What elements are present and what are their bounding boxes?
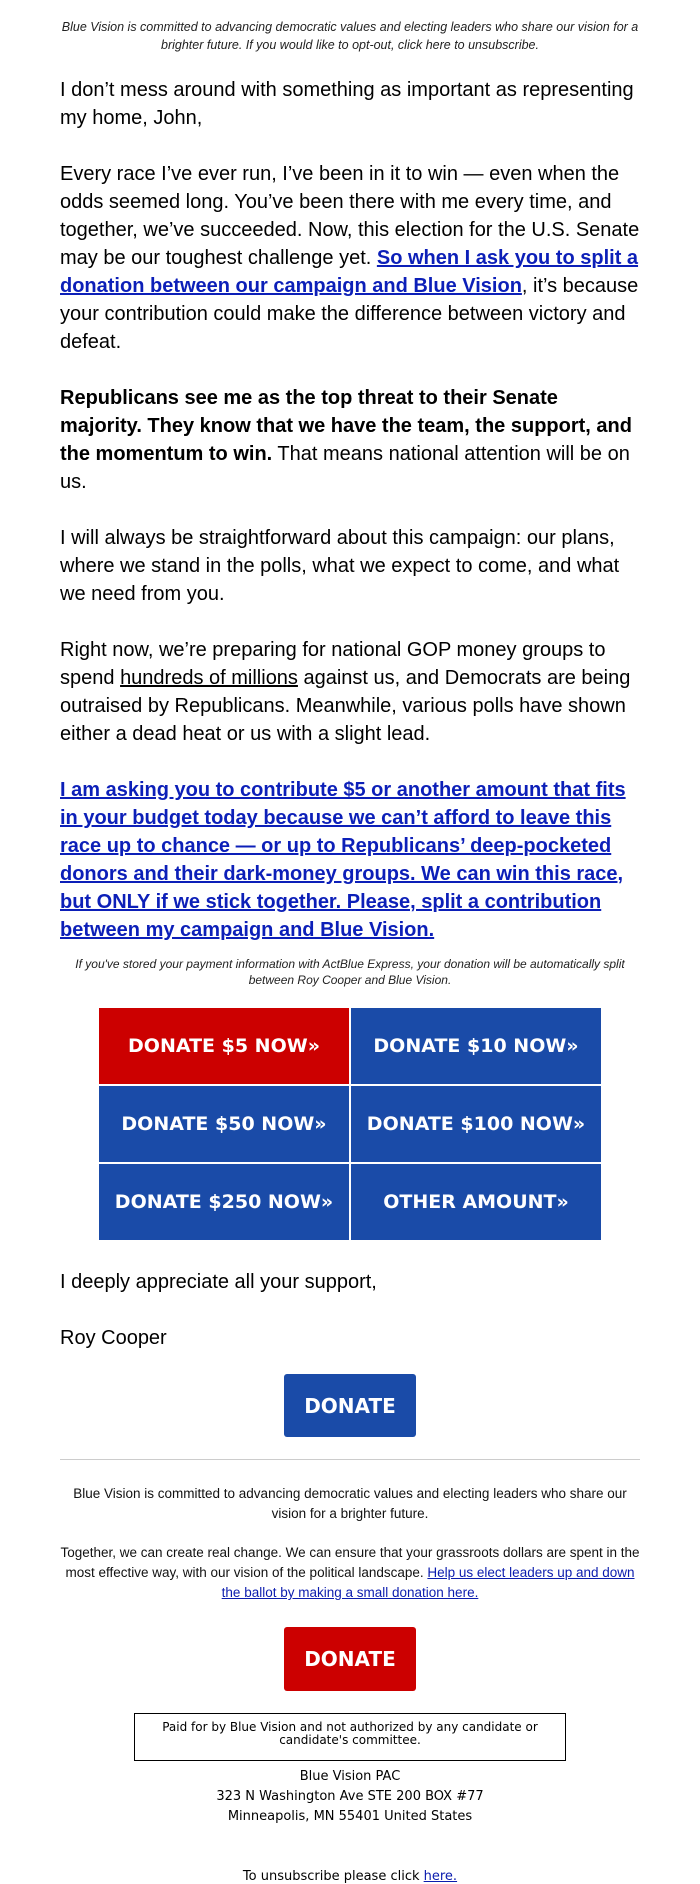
letter: I don’t mess around with something as im… [60, 76, 640, 944]
underlined-text: hundreds of millions [120, 667, 298, 689]
text: To unsubscribe please click [242, 1869, 424, 1884]
text: That means national attention will be on… [60, 443, 630, 493]
actblue-express-note: If you've stored your payment informatio… [75, 957, 625, 987]
paragraph: Republicans see me as the top threat to … [60, 384, 640, 496]
footer-mission: Blue Vision is committed to advancing de… [73, 1486, 627, 1521]
contribute-link[interactable]: I am asking you to contribute $5 or anot… [60, 779, 626, 941]
paragraph: Right now, we’re preparing for national … [60, 636, 640, 748]
paragraph: I am asking you to contribute $5 or anot… [60, 776, 640, 944]
donate-100-button[interactable]: DONATE $100 NOW» [351, 1086, 601, 1162]
small-donation-link[interactable]: Help us elect leaders up and down the ba… [221, 1565, 635, 1600]
text: against us, and Democrats are being outr… [60, 667, 631, 745]
text: Right now, we’re preparing for national … [60, 639, 606, 689]
street: 323 N Washington Ave STE 200 BOX #77 [216, 1789, 484, 1804]
paragraph: Every race I’ve ever run, I’ve been in i… [60, 160, 640, 356]
donate-50-button[interactable]: DONATE $50 NOW» [99, 1086, 349, 1162]
footer-paragraph: Together, we can create real change. We … [60, 1543, 640, 1603]
footer: Blue Vision is committed to advancing de… [60, 1484, 640, 1603]
split-donation-link[interactable]: So when I ask you to split a donation be… [60, 247, 639, 297]
text: Every race I’ve ever run, I’ve been in i… [60, 163, 640, 269]
donate-5-button[interactable]: DONATE $5 NOW» [99, 1008, 349, 1084]
other-amount-button[interactable]: OTHER AMOUNT» [351, 1164, 601, 1240]
donate-grid: DONATE $5 NOW» DONATE $10 NOW» DONATE $5… [99, 1008, 601, 1240]
bold-text: Republicans see me as the top threat to … [60, 387, 632, 465]
email-body: Blue Vision is committed to advancing de… [60, 0, 640, 1884]
paragraph: I will always be straightforward about t… [60, 527, 620, 605]
city: Minneapolis, MN 55401 United States [227, 1809, 473, 1824]
unsubscribe-link[interactable]: here. [423, 1869, 458, 1884]
text: Together, we can create real change. We … [60, 1545, 640, 1580]
sign-off: I deeply appreciate all your support, Ro… [60, 1268, 640, 1352]
org-name: Blue Vision PAC [299, 1769, 401, 1784]
preheader: Blue Vision is committed to advancing de… [61, 20, 639, 52]
donate-10-button[interactable]: DONATE $10 NOW» [351, 1008, 601, 1084]
text: , it’s because your contribution could m… [60, 275, 639, 353]
donate-button[interactable]: DONATE [284, 1374, 416, 1437]
donate-250-button[interactable]: DONATE $250 NOW» [99, 1164, 349, 1240]
signature: Roy Cooper [60, 1327, 167, 1349]
greeting: I don’t mess around with something as im… [60, 79, 634, 129]
paid-for-disclaimer: Paid for by Blue Vision and not authoriz… [134, 1713, 566, 1761]
unsubscribe: To unsubscribe please click here. [60, 1869, 640, 1884]
address: Blue Vision PAC 323 N Washington Ave STE… [60, 1767, 640, 1827]
closing: I deeply appreciate all your support, [60, 1271, 377, 1293]
donate-button-red[interactable]: DONATE [284, 1627, 416, 1691]
divider [60, 1459, 640, 1460]
